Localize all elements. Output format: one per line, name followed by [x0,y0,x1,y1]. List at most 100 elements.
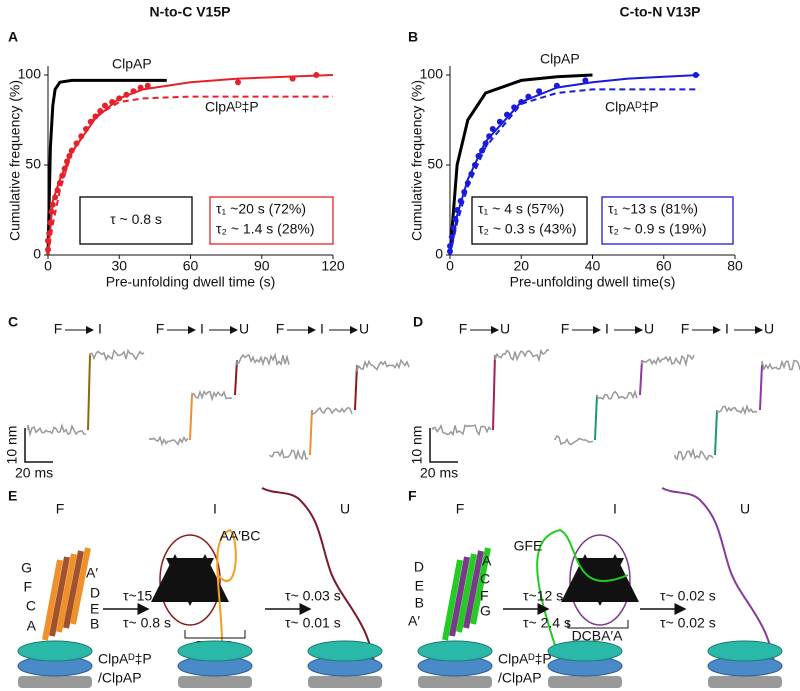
x-axis-label: Pre-unfolding dwell time(s) [510,274,676,290]
panel-label: D [413,314,423,330]
annotation: τ₂ ~ 0.9 s (19%) [608,221,707,237]
strand-label: G [480,603,491,619]
stage-label: I [213,501,217,517]
panel-label: B [408,29,418,45]
stage-label: U [740,501,750,517]
scale-bar [24,428,53,463]
chain [261,487,376,671]
data-point [49,201,56,208]
transition [234,359,238,396]
state-label: F [459,321,468,337]
data-point [54,187,61,194]
clpa [547,640,623,662]
sheet [456,553,477,633]
annotation: τ₁ ~ 4 s (57%) [478,201,564,217]
data-point [452,216,459,222]
stage-label: F [56,501,65,517]
x-tick-label: 20 [513,258,529,274]
data-point [61,165,68,172]
trace [236,352,290,367]
strand-label: B [415,595,424,611]
stage-label: F [456,501,465,517]
enzyme: /ClpAP [498,670,542,686]
clpa [707,640,783,662]
x-tick-label: 80 [727,258,743,274]
state-label: F [561,321,570,337]
transition [309,409,313,456]
strand-label: F [480,588,489,604]
data-point [235,79,241,86]
fold-label: DCBA′A [572,628,624,644]
x-tick-label: 0 [446,258,454,274]
stage-label: U [340,501,350,517]
panel-label: A [8,29,18,45]
data-point [504,111,510,118]
rate: τ~15 s [123,588,163,604]
data-point [313,72,320,78]
data-point [87,118,94,125]
chain [216,528,237,671]
annotation: τ₁ ~20 s (72%) [216,201,306,217]
chain [661,487,776,671]
transition [87,354,91,431]
sheet [63,550,84,629]
clpp [18,676,92,688]
trace [149,435,189,447]
strand-label: G [21,560,32,576]
data-point [582,77,589,84]
data-point [45,246,51,253]
sheet [470,547,491,625]
data-point [457,198,464,204]
trace [674,447,714,462]
trace [269,448,309,461]
state-label: U [644,321,654,337]
chart-title: N-to-C V15P [150,4,231,20]
data-point [102,102,108,109]
stage-label: I [613,501,617,517]
x-tick-label: 60 [183,258,199,274]
data-point [447,248,453,255]
y-axis-label: Cumulative frequency (%) [409,80,425,241]
data-point [486,133,493,140]
strand-label: A′ [408,613,420,629]
series-label: ClpAP [540,51,580,67]
x-axis-label: Pre-unfolding dwell time (s) [106,274,276,290]
annotation: τ₂ ~ 0.3 s (43%) [478,221,577,237]
clpp [178,676,252,688]
x-tick-label: 120 [321,258,345,274]
strand-label: D [90,585,100,601]
fit-line [47,95,333,256]
transition [492,354,496,431]
x-tick-label: 60 [656,258,672,274]
bracket [567,620,629,629]
fold-label: GFE [514,538,543,554]
data-point [496,118,503,125]
state-label: U [359,321,369,337]
bracket [184,630,246,639]
scale-y: 10 nm [409,426,425,465]
data-point [109,99,116,105]
data-point [461,189,468,195]
rate: τ~ 0.02 s [660,588,716,604]
y-tick-label: 100 [18,66,42,82]
data-point [447,243,453,249]
data-point [475,153,482,159]
transition [714,409,718,456]
state-label: I [98,321,102,337]
enzyme: ClpAᴰ‡P [98,651,152,667]
trace [356,358,410,373]
clpa [307,640,383,662]
rate: τ~ 0.01 s [285,615,341,631]
data-point [289,75,296,82]
y-tick-label: 0 [435,246,443,262]
state-label: I [320,321,324,337]
transition [759,364,763,411]
rate: τ~ 0.02 s [660,615,716,631]
annotation: τ₁ ~13 s (81%) [608,201,698,217]
trace [89,348,145,362]
trace [27,422,86,438]
data-point [137,84,144,91]
panel-label: F [408,488,417,504]
y-tick-label: 50 [25,156,41,172]
